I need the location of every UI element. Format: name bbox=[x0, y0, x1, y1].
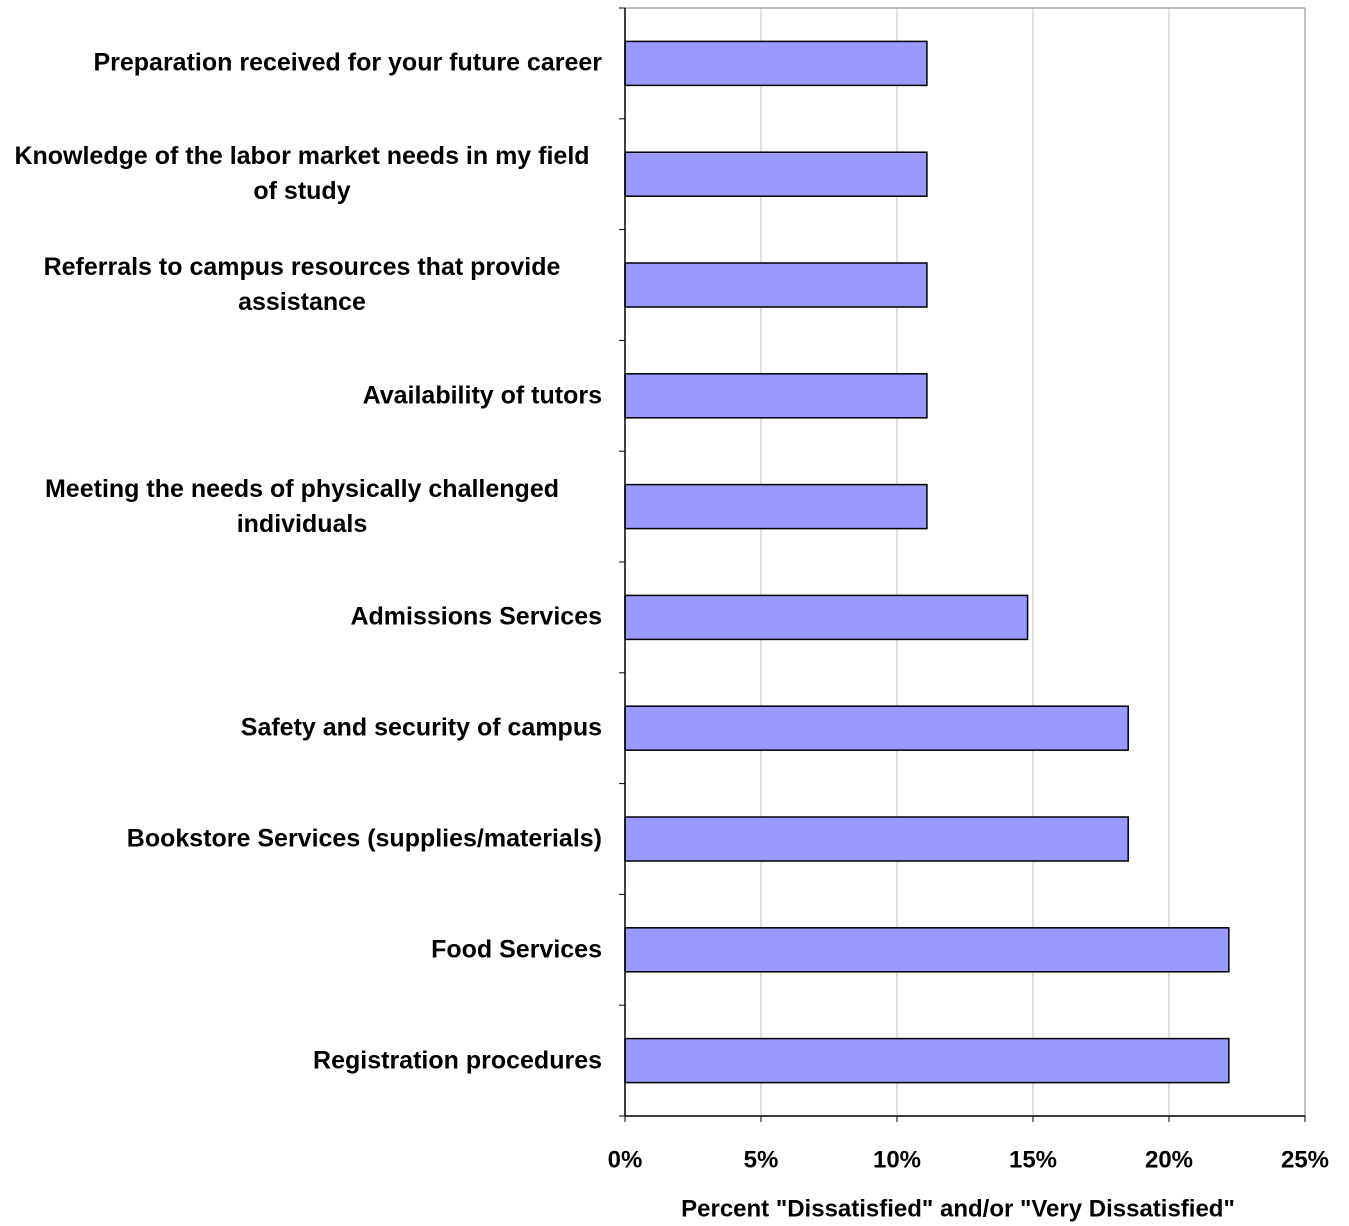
x-axis-title: Percent "Dissatisfied" and/or "Very Diss… bbox=[681, 1195, 1235, 1222]
y-tick-label: Safety and security of campus bbox=[240, 713, 602, 742]
y-tick-label: Referrals to campus resources that provi… bbox=[43, 253, 561, 316]
y-tick-label-box: Knowledge of the labor market needs in m… bbox=[2, 139, 602, 209]
y-tick-label-box: Referrals to campus resources that provi… bbox=[2, 250, 602, 320]
y-tick-label: Meeting the needs of physically challeng… bbox=[44, 474, 559, 538]
bar bbox=[624, 151, 928, 197]
x-tick-label: 10% bbox=[873, 1146, 921, 1173]
x-tick-label: 25% bbox=[1281, 1146, 1329, 1173]
y-tick-label: Admissions Services bbox=[350, 602, 602, 631]
bar bbox=[624, 594, 1029, 641]
y-tick-label: Knowledge of the labor market needs in m… bbox=[14, 142, 590, 206]
bar bbox=[624, 483, 928, 530]
bar bbox=[624, 1037, 1230, 1084]
bar bbox=[624, 373, 928, 419]
bar bbox=[624, 40, 928, 87]
y-tick-label-box: Admissions Services bbox=[2, 600, 602, 635]
y-tick-label: Food Services bbox=[431, 935, 602, 964]
bar bbox=[624, 262, 928, 308]
y-tick-label-box: Availability of tutors bbox=[2, 378, 602, 413]
y-tick-label-box: Safety and security of campus bbox=[2, 711, 602, 746]
x-tick-label: 20% bbox=[1145, 1146, 1193, 1173]
y-tick-label-box: Registration procedures bbox=[2, 1043, 602, 1078]
bar bbox=[624, 705, 1129, 751]
y-tick-label-box: Preparation received for your future car… bbox=[2, 46, 602, 81]
y-tick-label: Preparation received for your future car… bbox=[93, 48, 602, 77]
y-tick-label: Registration procedures bbox=[313, 1046, 602, 1075]
bar bbox=[624, 927, 1230, 973]
x-tick-label: 15% bbox=[1009, 1146, 1057, 1173]
y-tick-label: Availability of tutors bbox=[362, 381, 602, 410]
y-tick-label: Bookstore Services (supplies/materials) bbox=[126, 824, 602, 853]
x-tick-label: 0% bbox=[608, 1146, 643, 1173]
y-tick-label-box: Meeting the needs of physically challeng… bbox=[2, 472, 602, 542]
y-tick-label-box: Bookstore Services (supplies/materials) bbox=[2, 822, 602, 857]
x-tick-label: 5% bbox=[744, 1146, 779, 1173]
bar bbox=[624, 816, 1129, 862]
y-tick-label-box: Food Services bbox=[2, 932, 602, 967]
